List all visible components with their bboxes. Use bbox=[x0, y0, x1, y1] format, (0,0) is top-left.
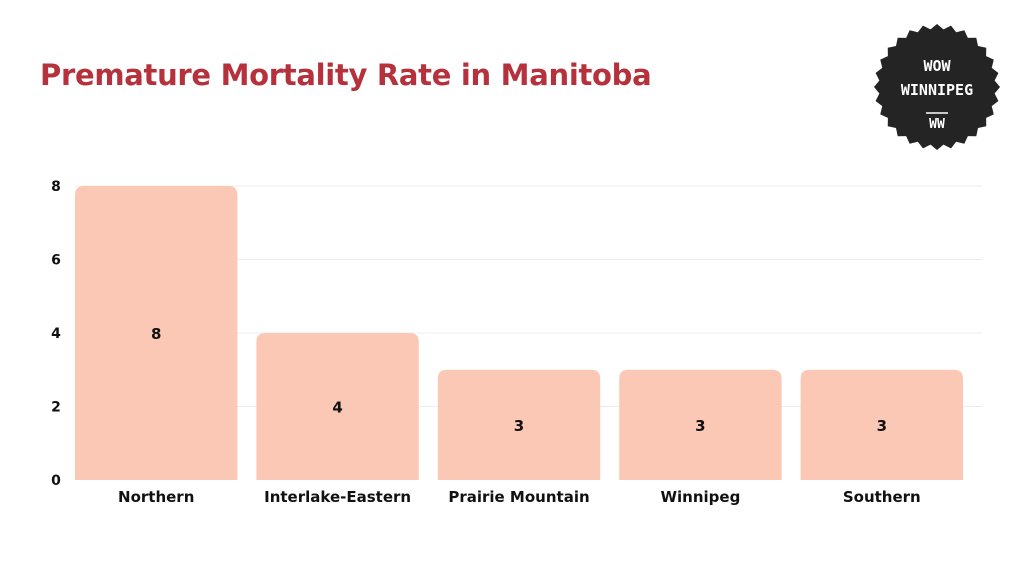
bars bbox=[75, 186, 963, 480]
data-label: 3 bbox=[877, 417, 887, 435]
y-tick-label: 0 bbox=[51, 473, 61, 489]
x-tick-label: Winnipeg bbox=[660, 488, 740, 506]
x-axis-ticks: Northern Interlake-Eastern Prairie Mountai… bbox=[118, 488, 921, 506]
bar-northern bbox=[75, 186, 238, 480]
badge-text-wow: WOW bbox=[923, 57, 951, 75]
badge-text-winnipeg: WINNIPEG bbox=[901, 81, 973, 99]
y-axis-ticks: 0 2 4 6 8 bbox=[51, 179, 61, 489]
y-tick-label: 8 bbox=[51, 179, 61, 195]
bar-winnipeg bbox=[619, 369, 782, 480]
data-label: 4 bbox=[332, 399, 342, 417]
x-tick-label: Southern bbox=[843, 488, 921, 506]
data-labels: 8 4 3 3 3 bbox=[151, 325, 887, 435]
data-label: 3 bbox=[514, 417, 524, 435]
badge-text-ww: WW bbox=[929, 117, 945, 132]
bar-interlake-eastern bbox=[256, 333, 419, 480]
x-tick-label: Northern bbox=[118, 488, 194, 506]
x-tick-label: Interlake-Eastern bbox=[264, 488, 411, 506]
data-label: 3 bbox=[695, 417, 705, 435]
y-tick-label: 2 bbox=[51, 400, 61, 416]
y-tick-label: 6 bbox=[51, 253, 61, 269]
bar-prairie-mountain bbox=[437, 369, 601, 480]
y-tick-label: 4 bbox=[51, 326, 61, 342]
badge-seal-shape bbox=[874, 24, 1000, 150]
bar-southern bbox=[800, 369, 963, 480]
wow-winnipeg-logo: WOW WINNIPEG WW bbox=[874, 24, 1000, 150]
data-label: 8 bbox=[151, 325, 161, 343]
x-tick-label: Prairie Mountain bbox=[448, 488, 589, 506]
chart-title: Premature Mortality Rate in Manitoba bbox=[40, 58, 652, 92]
